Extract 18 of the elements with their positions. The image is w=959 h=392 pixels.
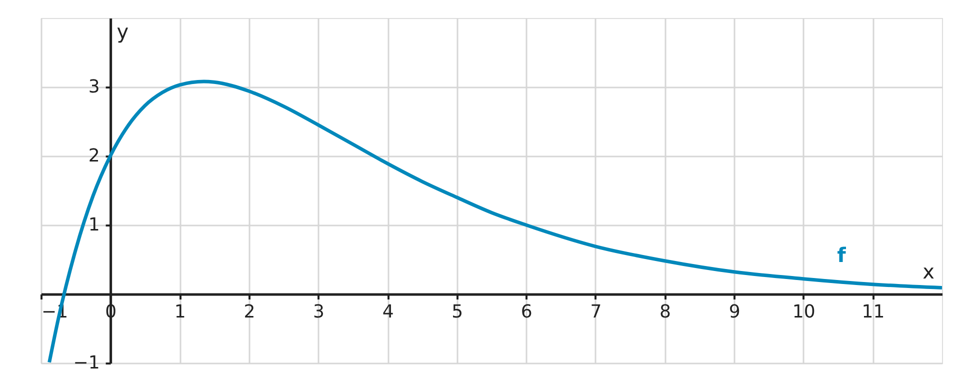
x-tick-label: 4 <box>382 302 394 322</box>
x-tick-label: 11 <box>862 302 885 322</box>
x-tick-label: 6 <box>520 302 532 322</box>
x-tick-label: 10 <box>792 302 816 322</box>
y-axis-title: y <box>116 20 129 44</box>
x-tick-label: 7 <box>590 302 602 322</box>
x-tick-label: 3 <box>313 302 324 322</box>
x-tick-label: 5 <box>452 302 464 322</box>
series-label: f <box>837 243 846 268</box>
x-tick-label: 1 <box>174 302 186 322</box>
x-tick-label: 8 <box>660 302 671 322</box>
y-tick-label: 1 <box>88 214 100 236</box>
x-tick-label: 2 <box>244 302 256 322</box>
y-tick-label: 3 <box>88 76 100 98</box>
x-axis-title: x <box>922 260 935 284</box>
x-tick-label: 9 <box>728 302 740 322</box>
y-tick-label: 2 <box>88 146 100 166</box>
y-tick-label: −1 <box>73 352 100 374</box>
